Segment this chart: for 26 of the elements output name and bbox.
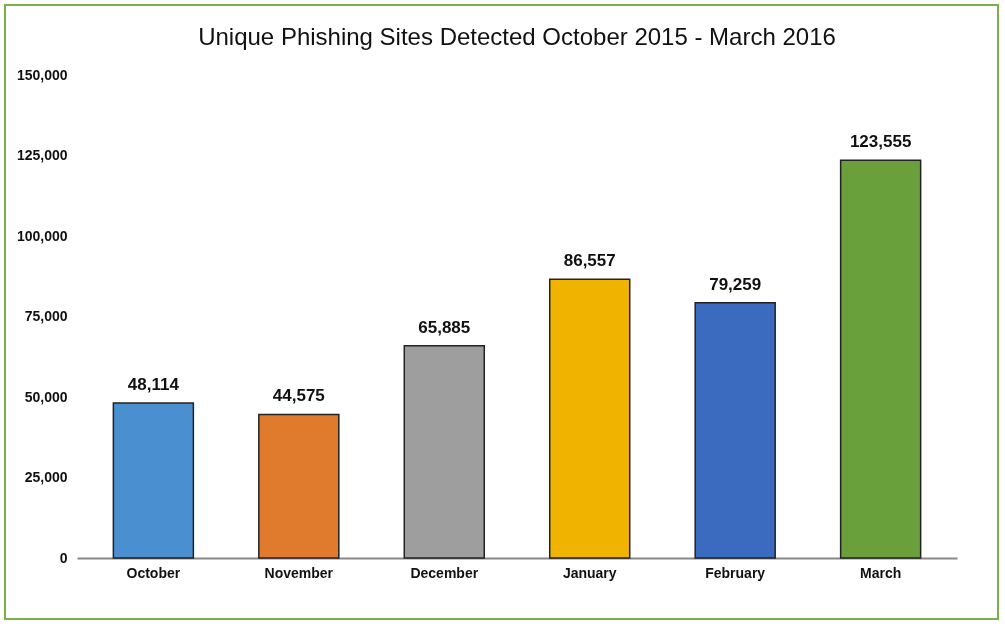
- bar: [694, 302, 776, 559]
- bar: [258, 413, 340, 559]
- y-tick-label: 125,000: [16, 147, 68, 163]
- chart-title: Unique Phishing Sites Detected October 2015 - March 2016: [198, 23, 836, 50]
- x-tick-label: October: [126, 564, 181, 581]
- y-tick-label: 75,000: [24, 308, 68, 324]
- y-tick-label: 100,000: [16, 227, 68, 244]
- x-tick-label: February: [705, 564, 766, 581]
- y-tick-label: 25,000: [24, 469, 68, 485]
- x-tick-label: December: [410, 564, 479, 581]
- bar: [112, 402, 195, 559]
- y-tick-label: 0: [59, 549, 68, 566]
- data-label: 79,259: [709, 274, 762, 294]
- x-tick-label: March: [860, 564, 902, 581]
- x-tick-label: January: [562, 564, 617, 581]
- bar: [548, 278, 631, 559]
- bar: [839, 159, 922, 559]
- data-label: 86,557: [563, 251, 616, 271]
- x-tick-label: November: [264, 564, 334, 581]
- data-label: 65,885: [418, 317, 471, 337]
- data-label: 44,575: [272, 386, 325, 406]
- data-label: 123,555: [849, 132, 912, 152]
- y-tick-label: 150,000: [16, 66, 68, 83]
- bar: [403, 345, 486, 559]
- data-label: 48,114: [127, 375, 180, 395]
- y-tick-label: 50,000: [24, 388, 68, 405]
